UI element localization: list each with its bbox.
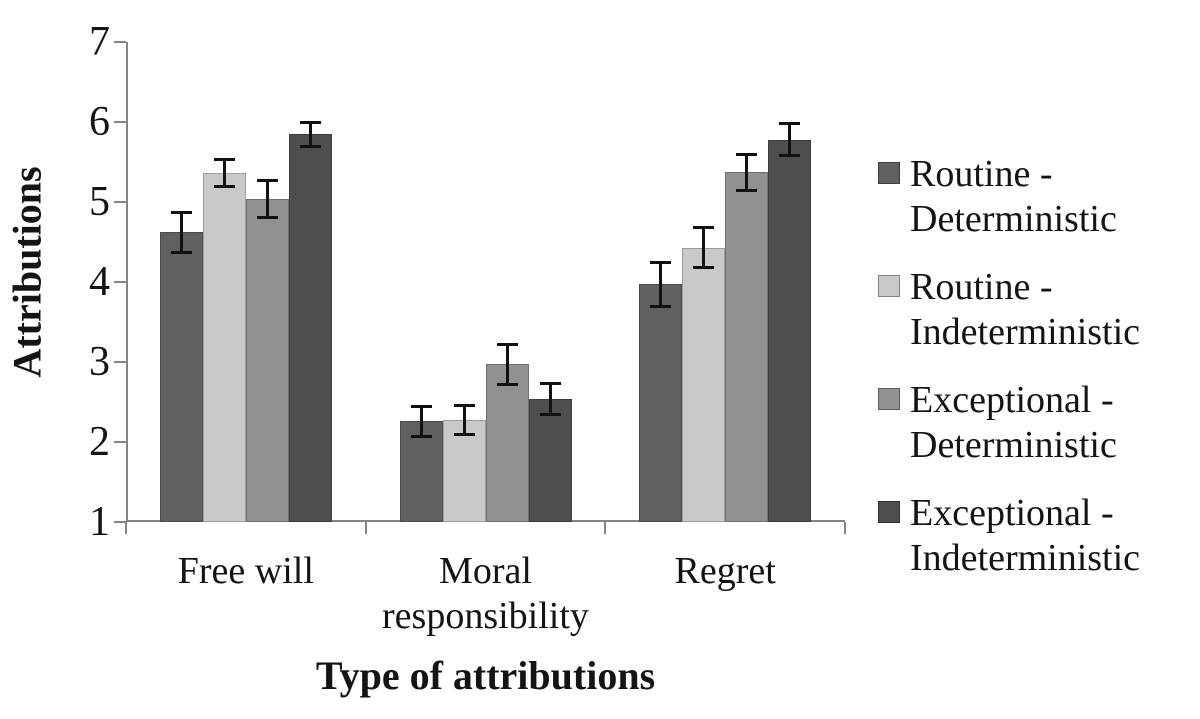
y-axis-tick-label: 1 — [89, 499, 110, 545]
legend-item: Routine - Indeterministic — [878, 265, 1198, 355]
error-bar — [179, 212, 183, 253]
error-bar-cap — [410, 434, 432, 438]
x-axis-tick — [125, 522, 127, 534]
legend-label: Routine - Deterministic — [910, 153, 1117, 240]
error-bar-cap — [779, 154, 801, 158]
error-bar-cap — [299, 144, 321, 148]
bar-regret — [682, 247, 726, 522]
error-bar-cap — [693, 226, 715, 230]
error-bar-cap — [256, 178, 278, 182]
error-bar — [462, 405, 466, 434]
x-axis-tick — [844, 522, 846, 534]
y-axis-tick-label: 4 — [89, 259, 110, 305]
error-bar-cap — [736, 188, 758, 192]
legend-label: Exceptional - Indeterministic — [910, 492, 1141, 579]
bar-regret — [725, 172, 769, 522]
error-bar — [419, 406, 423, 437]
y-axis-tick — [114, 441, 126, 443]
error-bar — [745, 154, 749, 190]
error-bar — [548, 383, 552, 414]
y-axis-tick-label: 3 — [89, 339, 110, 385]
bar-moral-responsibility — [442, 419, 486, 522]
x-axis-title: Type of attributions — [315, 653, 656, 698]
bar-free-will — [288, 134, 332, 522]
x-axis-tick — [604, 522, 607, 534]
error-bar-cap — [170, 210, 192, 214]
bar-moral-responsibility — [485, 364, 529, 522]
bar-regret — [639, 284, 683, 522]
error-bar-cap — [213, 185, 235, 189]
error-bar — [702, 227, 706, 268]
error-bar-cap — [453, 432, 475, 436]
legend-swatch-routine-indeterministic — [878, 275, 900, 297]
legend-swatch-routine-deterministic — [878, 162, 900, 184]
y-axis-tick — [114, 281, 126, 283]
error-bar-cap — [736, 153, 758, 157]
legend-label: Exceptional - Deterministic — [910, 379, 1117, 466]
error-bar — [659, 262, 663, 306]
bar-free-will — [159, 232, 203, 522]
y-axis-tick — [114, 41, 126, 43]
legend-swatch-exceptional-deterministic — [878, 388, 900, 410]
error-bar — [505, 344, 509, 385]
y-axis-tick — [114, 361, 126, 363]
error-bar-cap — [256, 215, 278, 219]
y-axis-tick-label: 7 — [89, 19, 110, 65]
error-bar-cap — [410, 404, 432, 408]
y-axis-tick — [114, 521, 126, 523]
legend-swatch-exceptional-indeterministic — [878, 501, 900, 523]
legend-item: Exceptional - Indeterministic — [878, 491, 1198, 581]
error-bar-cap — [170, 250, 192, 254]
legend: Routine - Deterministic Routine - Indete… — [878, 152, 1198, 604]
bar-regret — [768, 139, 812, 522]
error-bar — [788, 123, 792, 156]
bar-moral-responsibility — [528, 398, 572, 522]
error-bar-cap — [779, 122, 801, 126]
error-bar-cap — [650, 304, 672, 308]
error-bar-cap — [496, 382, 518, 386]
y-axis-tick — [114, 201, 126, 203]
bar-free-will — [245, 198, 289, 522]
y-axis-tick — [114, 121, 126, 123]
bar-moral-responsibility — [399, 421, 443, 522]
error-bar — [222, 159, 226, 187]
legend-item: Routine - Deterministic — [878, 152, 1198, 242]
y-axis-tick-label: 5 — [89, 179, 110, 225]
error-bar — [308, 122, 312, 146]
legend-item: Exceptional - Deterministic — [878, 378, 1198, 468]
error-bar — [265, 180, 269, 218]
error-bar-cap — [299, 120, 321, 124]
x-category-label: Free will — [177, 550, 314, 592]
error-bar-cap — [650, 261, 672, 265]
error-bar-cap — [213, 158, 235, 162]
legend-label: Routine - Indeterministic — [910, 266, 1141, 353]
x-category-label: Moral responsibility — [382, 550, 589, 637]
bar-free-will — [202, 173, 246, 522]
y-axis-tick-label: 6 — [89, 99, 110, 145]
x-axis-tick — [364, 522, 367, 534]
error-bar-cap — [693, 266, 715, 270]
y-axis-tick-label: 2 — [89, 419, 110, 465]
error-bar-cap — [539, 382, 561, 386]
error-bar-cap — [539, 412, 561, 416]
x-category-label: Regret — [674, 550, 776, 592]
error-bar-cap — [496, 342, 518, 346]
error-bar-cap — [453, 403, 475, 407]
